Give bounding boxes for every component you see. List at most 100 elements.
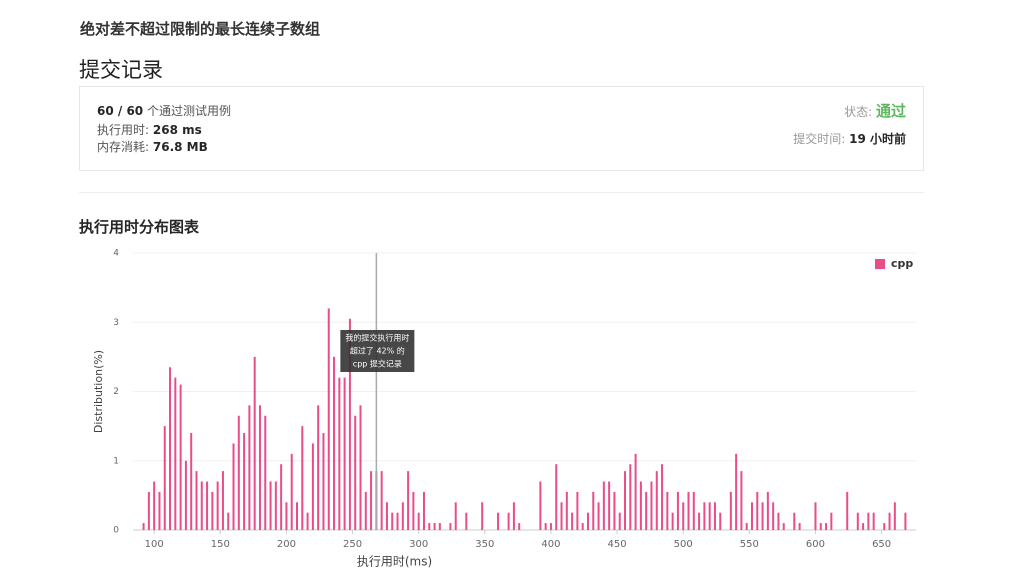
bar — [274, 481, 277, 530]
bar — [592, 491, 595, 530]
bar — [856, 512, 859, 530]
runtime-row: 执行用时: 268 ms — [97, 121, 202, 138]
bar — [624, 471, 627, 530]
bar — [507, 512, 510, 530]
bar — [735, 453, 738, 530]
bar — [364, 491, 367, 530]
bar — [190, 433, 193, 530]
bar — [401, 502, 404, 530]
bar — [676, 491, 679, 530]
bar — [761, 502, 764, 530]
bar — [216, 481, 219, 530]
status[interactable]: 通过 — [875, 102, 906, 120]
bar — [391, 512, 394, 530]
bar — [719, 512, 722, 530]
bar — [311, 443, 314, 530]
bar — [581, 523, 584, 530]
bar — [539, 481, 542, 530]
bar — [417, 512, 420, 530]
bar — [153, 481, 156, 530]
bar — [296, 502, 299, 530]
bar — [163, 426, 166, 530]
y-tick-label: 1 — [113, 456, 119, 466]
bar — [169, 367, 172, 530]
bar — [200, 481, 203, 530]
bar — [227, 512, 230, 530]
x-tick-label: 150 — [211, 539, 230, 550]
bar — [290, 453, 293, 530]
bar — [433, 523, 436, 530]
bar — [555, 464, 558, 530]
bar — [862, 523, 865, 530]
bar — [327, 308, 330, 530]
bar — [481, 502, 484, 530]
bar — [634, 453, 637, 530]
time-label: 提交时间: — [793, 132, 846, 146]
bar — [348, 318, 351, 530]
bar — [211, 491, 214, 530]
bar — [354, 415, 357, 530]
bar — [243, 433, 246, 530]
y-tick-label: 3 — [113, 318, 119, 328]
bar — [692, 491, 695, 530]
x-tick-label: 550 — [740, 539, 759, 550]
x-tick-label: 450 — [608, 539, 627, 550]
passed: 60 / 60 — [97, 104, 144, 118]
bar — [565, 491, 568, 530]
bar — [756, 491, 759, 530]
chart-heading: 执行用时分布图表 — [79, 218, 200, 236]
passed-row: 60 / 60 个通过测试用例 — [97, 102, 231, 119]
bar — [740, 471, 743, 530]
bar — [798, 523, 801, 530]
bar — [661, 464, 664, 530]
y-tick-label: 4 — [113, 249, 119, 259]
bar — [772, 502, 775, 530]
bar — [333, 356, 336, 530]
passed-text: 个通过测试用例 — [146, 104, 231, 118]
memory-label: 内存消耗: — [97, 140, 150, 154]
bar — [687, 491, 690, 530]
bar — [655, 471, 658, 530]
runtime-label: 执行用时: — [97, 123, 150, 137]
tooltip-text: cpp 提交记录 — [353, 359, 402, 369]
x-tick-label: 100 — [145, 539, 164, 550]
bar — [407, 471, 410, 530]
bar — [512, 502, 515, 530]
bar — [904, 512, 907, 530]
bar — [597, 502, 600, 530]
y-axis-label: Distribution(%) — [92, 350, 105, 433]
bar — [793, 512, 796, 530]
bar — [782, 523, 785, 530]
bar — [872, 512, 875, 530]
bar — [253, 356, 256, 530]
time-row: 提交时间: 19 小时前 — [793, 130, 906, 147]
bar — [232, 443, 235, 530]
bar — [745, 523, 748, 530]
bar — [338, 377, 341, 530]
bar — [825, 523, 828, 530]
bar — [221, 471, 224, 530]
bar — [438, 523, 441, 530]
bar — [613, 491, 616, 530]
memory: 76.8 MB — [152, 140, 208, 154]
bar — [560, 502, 563, 530]
bar — [671, 512, 674, 530]
bar — [708, 502, 711, 530]
x-tick-label: 400 — [541, 539, 560, 550]
bar — [867, 512, 870, 530]
bar — [576, 491, 579, 530]
bar — [883, 523, 886, 530]
bar — [343, 377, 346, 530]
bar — [317, 405, 320, 530]
bar — [629, 464, 632, 530]
bar — [602, 481, 605, 530]
bar — [248, 405, 251, 530]
bar — [814, 502, 817, 530]
bar — [280, 464, 283, 530]
bar — [264, 415, 267, 530]
bar — [608, 481, 611, 530]
bar — [301, 426, 304, 530]
bar — [269, 481, 272, 530]
bar — [449, 523, 452, 530]
bar — [586, 512, 589, 530]
